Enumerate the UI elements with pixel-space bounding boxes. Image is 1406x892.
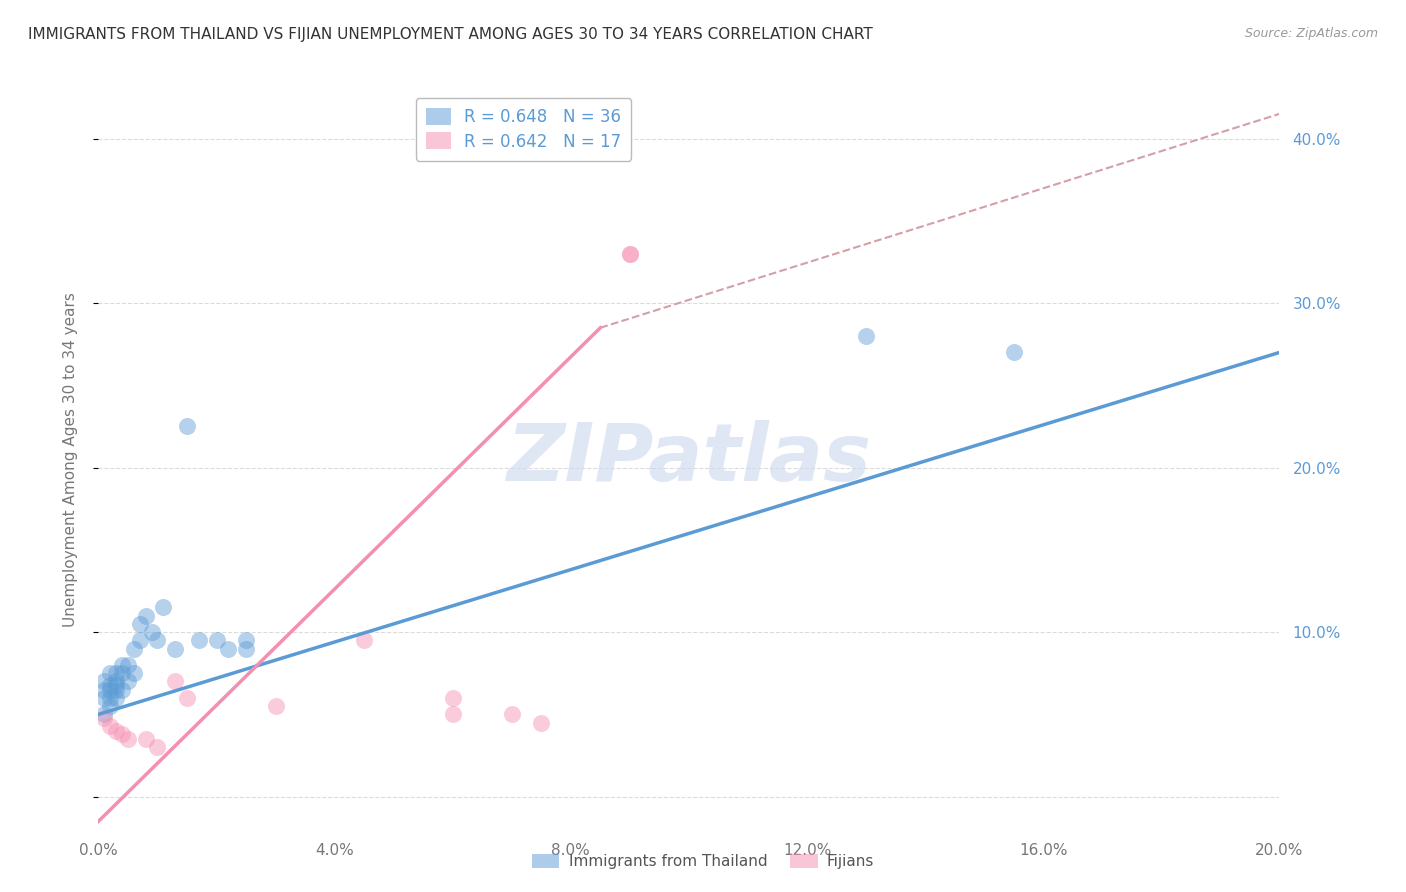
Point — [117, 674, 139, 689]
Point — [105, 690, 128, 705]
Point — [135, 732, 157, 747]
Point — [128, 633, 150, 648]
Point — [122, 641, 145, 656]
Text: IMMIGRANTS FROM THAILAND VS FIJIAN UNEMPLOYMENT AMONG AGES 30 TO 34 YEARS CORREL: IMMIGRANTS FROM THAILAND VS FIJIAN UNEMP… — [28, 27, 873, 42]
Point — [441, 690, 464, 705]
Point — [176, 419, 198, 434]
Point — [619, 246, 641, 260]
Point — [1002, 345, 1025, 359]
Point — [117, 732, 139, 747]
Point — [235, 641, 257, 656]
Point — [146, 633, 169, 648]
Text: Source: ZipAtlas.com: Source: ZipAtlas.com — [1244, 27, 1378, 40]
Point — [93, 707, 115, 722]
Point — [111, 682, 134, 697]
Point — [235, 633, 257, 648]
Point — [146, 740, 169, 755]
Point — [117, 658, 139, 673]
Text: ZIPatlas: ZIPatlas — [506, 420, 872, 499]
Point — [855, 329, 877, 343]
Point — [176, 690, 198, 705]
Point — [165, 674, 187, 689]
Point — [152, 600, 174, 615]
Point — [141, 625, 163, 640]
Point — [98, 666, 121, 681]
Point — [128, 616, 150, 631]
Point — [105, 666, 128, 681]
Point — [93, 674, 115, 689]
Point — [530, 715, 553, 730]
Point — [619, 246, 641, 260]
Point — [205, 633, 228, 648]
Point — [98, 682, 121, 697]
Point — [264, 699, 287, 714]
Point — [98, 699, 121, 714]
Point — [105, 682, 128, 697]
Point — [135, 608, 157, 623]
Point — [165, 641, 187, 656]
Point — [353, 633, 375, 648]
Point — [122, 666, 145, 681]
Point — [93, 690, 115, 705]
Y-axis label: Unemployment Among Ages 30 to 34 years: Unemployment Among Ages 30 to 34 years — [63, 292, 77, 627]
Point — [441, 707, 464, 722]
Point — [93, 682, 115, 697]
Point — [111, 666, 134, 681]
Point — [93, 711, 115, 725]
Point — [501, 707, 523, 722]
Point — [217, 641, 239, 656]
Legend: R = 0.648   N = 36, R = 0.642   N = 17: R = 0.648 N = 36, R = 0.642 N = 17 — [416, 97, 631, 161]
Point — [98, 690, 121, 705]
Point — [111, 727, 134, 741]
Point — [98, 719, 121, 733]
Point — [187, 633, 209, 648]
Point — [105, 678, 128, 692]
Point — [98, 678, 121, 692]
Point — [105, 674, 128, 689]
Point — [105, 723, 128, 738]
Legend: Immigrants from Thailand, Fijians: Immigrants from Thailand, Fijians — [526, 848, 880, 875]
Point — [111, 658, 134, 673]
